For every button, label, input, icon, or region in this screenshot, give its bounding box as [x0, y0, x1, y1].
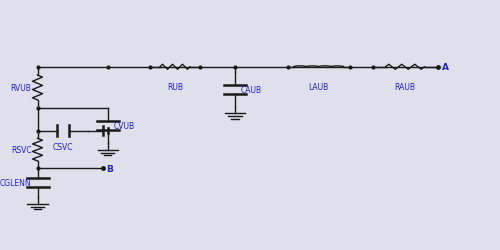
Text: RAUB: RAUB	[394, 82, 415, 92]
Text: LAUB: LAUB	[308, 82, 329, 92]
Text: CGLENN: CGLENN	[0, 179, 32, 188]
Text: CAUB: CAUB	[241, 86, 262, 94]
Text: RUB: RUB	[167, 82, 183, 92]
Text: A: A	[442, 63, 448, 72]
Text: CVUB: CVUB	[114, 122, 134, 131]
Text: CSVC: CSVC	[52, 142, 73, 152]
Text: RSVC: RSVC	[11, 146, 32, 154]
Text: B: B	[106, 164, 114, 173]
Text: RVUB: RVUB	[10, 84, 31, 92]
